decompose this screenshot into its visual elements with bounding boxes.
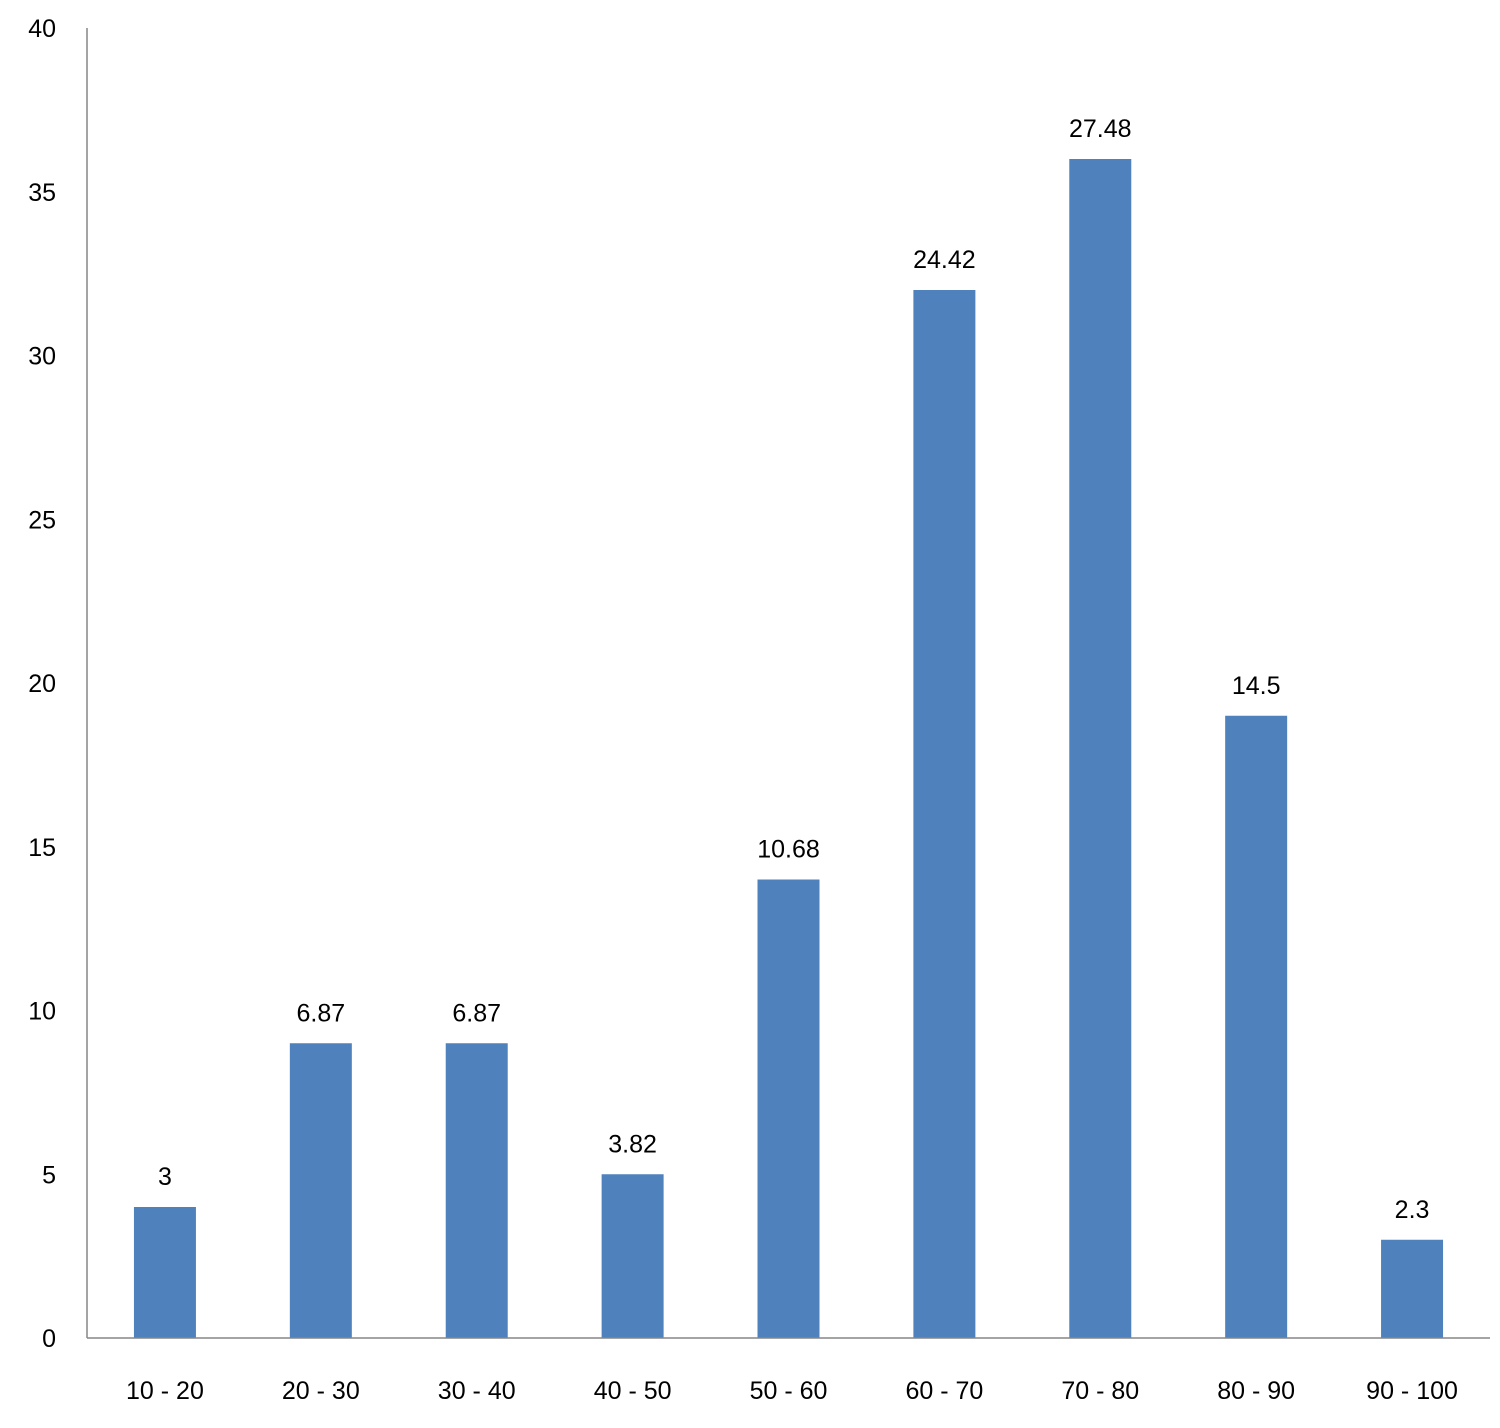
bar-data-label: 24.42 <box>913 246 976 274</box>
data-labels: 3 6.87 6.87 3.82 10.68 24.42 27.48 14.5 2.3 <box>158 115 1429 1224</box>
y-tick-label: 25 <box>28 506 56 534</box>
bar <box>1225 715 1288 1338</box>
bar <box>133 1207 196 1338</box>
y-tick-label: 0 <box>42 1325 56 1353</box>
y-tick-label: 10 <box>28 998 56 1026</box>
bar <box>289 1043 352 1338</box>
bar <box>757 879 820 1338</box>
bar-data-label: 10.68 <box>757 836 820 864</box>
bar-data-label: 14.5 <box>1232 672 1281 700</box>
bar <box>1069 159 1132 1338</box>
bar <box>913 290 976 1338</box>
x-tick-label: 20 - 30 <box>282 1377 360 1405</box>
bar-data-label: 2.3 <box>1395 1196 1430 1224</box>
bar-data-label: 3.82 <box>608 1130 657 1158</box>
y-tick-label: 30 <box>28 343 56 371</box>
bar-data-label: 6.87 <box>296 999 345 1027</box>
x-tick-label: 50 - 60 <box>750 1377 828 1405</box>
x-tick-label: 10 - 20 <box>126 1377 204 1405</box>
x-tick-label: 80 - 90 <box>1217 1377 1295 1405</box>
y-tick-label: 35 <box>28 179 56 207</box>
y-tick-label: 20 <box>28 670 56 698</box>
y-tick-label: 15 <box>28 834 56 862</box>
y-tick-label: 5 <box>42 1161 56 1189</box>
y-axis-ticks: 0 5 10 15 20 25 30 35 40 <box>28 15 56 1353</box>
y-tick-label: 40 <box>28 15 56 43</box>
x-tick-label: 60 - 70 <box>905 1377 983 1405</box>
bar-data-label: 6.87 <box>452 999 501 1027</box>
bar-data-label: 27.48 <box>1069 115 1132 143</box>
bar <box>1381 1239 1444 1338</box>
bar-data-label: 3 <box>158 1163 172 1191</box>
bars <box>133 159 1444 1338</box>
x-tick-label: 30 - 40 <box>438 1377 516 1405</box>
x-tick-label: 90 - 100 <box>1366 1377 1458 1405</box>
bar <box>445 1043 508 1338</box>
bar <box>601 1174 664 1338</box>
x-tick-label: 70 - 80 <box>1061 1377 1139 1405</box>
x-axis-labels: 10 - 20 20 - 30 30 - 40 40 - 50 50 - 60 60 - … <box>126 1377 1458 1405</box>
x-tick-label: 40 - 50 <box>594 1377 672 1405</box>
